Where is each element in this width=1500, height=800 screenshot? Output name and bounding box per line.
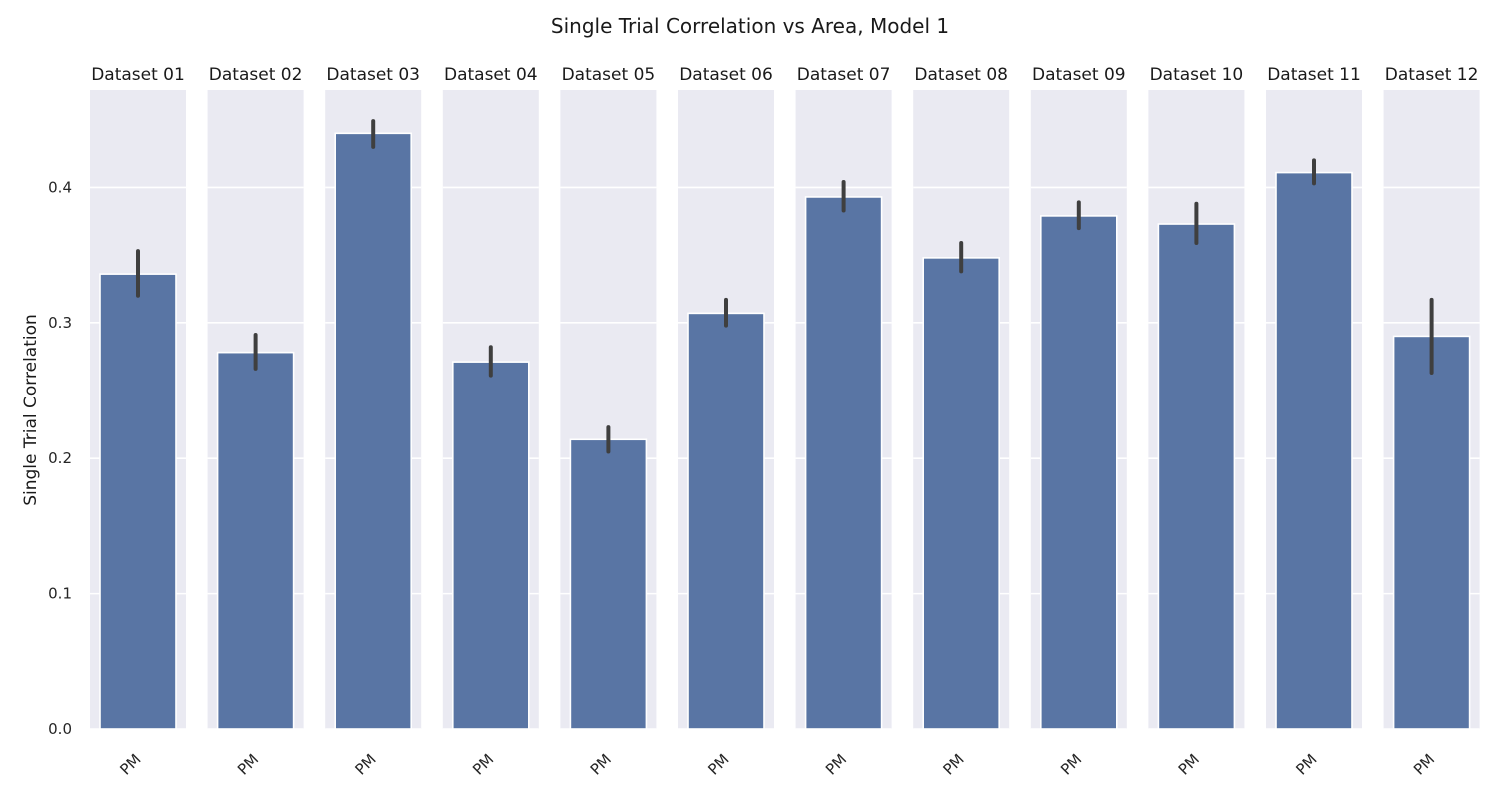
facet-panel: Dataset 06 PM [678,65,774,779]
facet-panel: Dataset 08 PM [913,65,1010,779]
y-tick-label: 0.2 [48,449,72,467]
facet-panel: Dataset 10 PM [1148,65,1245,779]
y-tick-label: 0.4 [48,178,72,196]
bar [1392,335,1471,730]
bar [922,257,1001,730]
x-tick-label: PM [352,750,380,778]
bar [687,312,765,730]
x-tick-label: PM [822,750,850,778]
facet-panel: Dataset 05 PM [560,65,657,779]
x-tick-label: PM [587,750,615,778]
facet-title: Dataset 07 [797,65,891,85]
facet-panel: Dataset 09 PM [1030,65,1127,779]
x-tick-label: PM [1057,750,1085,778]
facet-title: Dataset 04 [444,65,538,85]
chart-title: Single Trial Correlation vs Area, Model … [551,14,949,38]
facet-title: Dataset 08 [914,65,1008,85]
bar [451,361,530,730]
bar [334,132,413,730]
bar [569,438,648,730]
facet-title: Dataset 03 [326,65,420,85]
facet-panel: Dataset 03 PM [325,65,422,779]
facet-title: Dataset 12 [1385,65,1479,85]
facet-panel: Dataset 12 PM [1383,65,1480,779]
bar [1157,223,1236,730]
x-tick-label: PM [704,750,732,778]
facet-panel: Dataset 11 PM [1266,65,1362,779]
x-tick-label: PM [1292,750,1320,778]
x-tick-label: PM [940,750,968,778]
bar [216,351,295,730]
facet-panel: Dataset 04 PM [442,65,539,779]
x-tick-label: PM [116,750,144,778]
bar [1275,171,1353,730]
facet-panel: Dataset 07 PM [795,65,892,779]
facet-title: Dataset 10 [1150,65,1244,85]
y-tick-label: 0.1 [48,585,72,603]
facet-title: Dataset 09 [1032,65,1126,85]
bar [1040,215,1118,730]
facet-title: Dataset 06 [679,65,773,85]
facet-panel: Dataset 02 PM [207,65,304,779]
x-tick-label: PM [469,750,497,778]
bar [804,196,883,730]
x-tick-label: PM [1175,750,1203,778]
y-tick-label: 0.3 [48,314,72,332]
facet-title: Dataset 11 [1267,65,1361,85]
bar [99,273,177,730]
x-tick-label: PM [1410,750,1438,778]
y-tick-label: 0.0 [48,720,72,738]
y-axis-ticks: 0.0 0.1 0.2 0.3 0.4 [48,178,72,738]
facet-title: Dataset 01 [91,65,185,85]
x-tick-label: PM [234,750,262,778]
y-axis-label: Single Trial Correlation [21,314,41,506]
facet-panel: Dataset 01 PM [90,65,186,779]
facet-title: Dataset 02 [209,65,303,85]
facet-title: Dataset 05 [562,65,656,85]
